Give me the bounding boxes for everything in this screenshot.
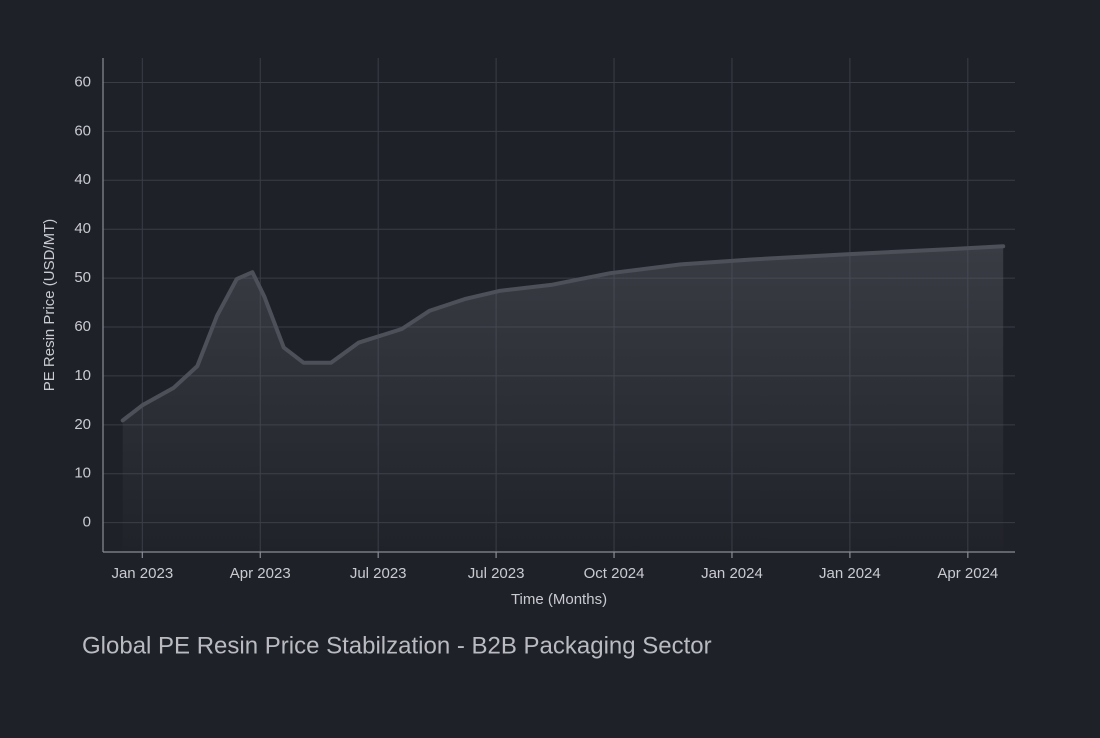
y-tick-label: 10: [74, 367, 91, 384]
x-tick-label: Jan 2024: [819, 565, 881, 582]
x-tick-label: Jul 2023: [350, 565, 407, 582]
y-tick-label: 40: [74, 171, 91, 188]
x-tick-label: Oct 2024: [584, 565, 645, 582]
y-tick-label: 0: [83, 514, 91, 531]
chart-title: Global PE Resin Price Stabilzation - B2B…: [82, 632, 712, 659]
x-tick-label: Jul 2023: [468, 565, 525, 582]
y-tick-label: 60: [74, 318, 91, 335]
x-axis-label: Time (Months): [511, 591, 607, 608]
y-tick-label: 60: [74, 122, 91, 139]
x-tick-label: Apr 2023: [230, 565, 291, 582]
x-tick-label: Jan 2023: [111, 565, 173, 582]
area-fill: [122, 246, 1004, 553]
price-line: [120, 244, 1006, 423]
y-tick-label: 20: [74, 416, 91, 433]
x-tick-label: Apr 2024: [937, 565, 998, 582]
y-tick-label: 40: [74, 220, 91, 237]
y-tick-label: 10: [74, 465, 91, 482]
x-tick-label: Jan 2024: [701, 565, 763, 582]
y-tick-label: 50: [74, 269, 91, 286]
y-axis-label: PE Resin Price (USD/MT): [41, 219, 58, 392]
y-tick-label: 60: [74, 73, 91, 90]
